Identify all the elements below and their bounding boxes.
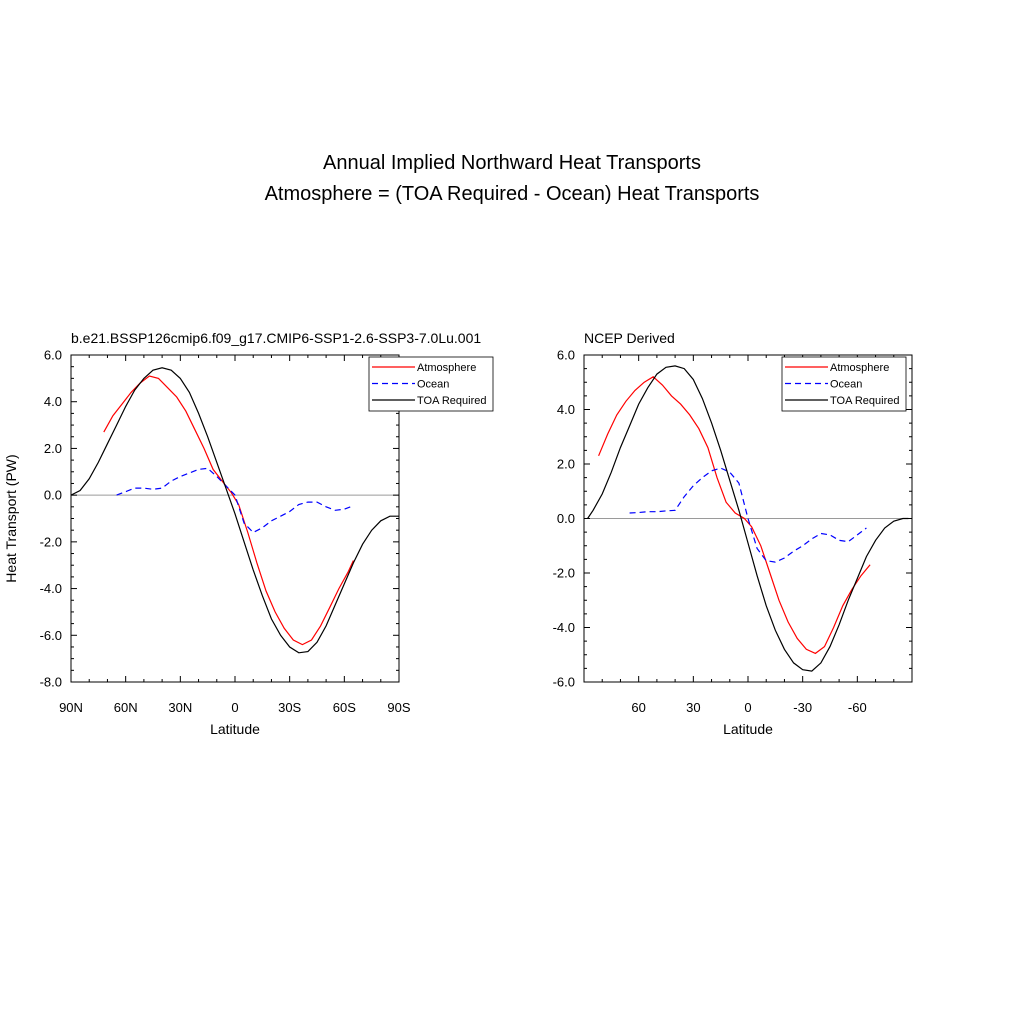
toa-required-series-line (587, 365, 909, 672)
x-tick-label: 30 (686, 700, 700, 715)
y-tick-label: -6.0 (553, 675, 575, 690)
chart-title: b.e21.BSSP126cmip6.f09_g17.CMIP6-SSP1-2.… (71, 330, 481, 346)
legend-label-ocean: Ocean (830, 379, 862, 391)
y-tick-label: 2.0 (44, 441, 62, 456)
ocean-series-line (116, 467, 354, 534)
chart-title: NCEP Derived (584, 330, 675, 346)
x-axis-label: Latitude (210, 721, 260, 737)
figure-title-line2: Atmosphere = (TOA Required - Ocean) Heat… (265, 183, 760, 205)
y-tick-label: -4.0 (40, 581, 62, 596)
left-heat-transport-chart: b.e21.BSSP126cmip6.f09_g17.CMIP6-SSP1-2.… (3, 330, 494, 737)
legend-label-toa-required: TOA Required (417, 395, 487, 407)
plot-frame (70, 354, 400, 683)
legend-label-atmosphere: Atmosphere (417, 362, 476, 374)
x-axis-label: Latitude (723, 721, 773, 737)
y-tick-label: -4.0 (553, 620, 575, 635)
legend-label-toa-required: TOA Required (830, 395, 900, 407)
y-tick-label: 2.0 (557, 457, 575, 472)
legend-label-ocean: Ocean (417, 379, 449, 391)
x-tick-label: 30S (278, 700, 301, 715)
atmosphere-series-line (103, 375, 354, 646)
y-tick-label: 4.0 (557, 402, 575, 417)
legend: Atmosphere Ocean TOA Required (368, 356, 494, 412)
y-tick-label: 0.0 (44, 488, 62, 503)
legend-box (368, 356, 494, 412)
x-tick-label: -60 (848, 700, 867, 715)
toa-required-series-line (70, 367, 399, 654)
legend: Atmosphere Ocean TOA Required (781, 356, 907, 412)
x-tick-label: 60 (631, 700, 645, 715)
legend-box (781, 356, 907, 412)
y-tick-label: -2.0 (553, 566, 575, 581)
y-tick-label: 6.0 (557, 348, 575, 363)
x-tick-label: 60S (333, 700, 356, 715)
x-tick-label: 90S (387, 700, 410, 715)
x-tick-label: 0 (744, 700, 751, 715)
x-tick-label: 60N (114, 700, 138, 715)
x-tick-label: 90N (59, 700, 83, 715)
legend-label-atmosphere: Atmosphere (830, 362, 889, 374)
y-tick-label: -6.0 (40, 628, 62, 643)
y-tick-label: 4.0 (44, 394, 62, 409)
y-tick-label: 6.0 (44, 348, 62, 363)
x-tick-label: 30N (168, 700, 192, 715)
figure-title-line1: Annual Implied Northward Heat Transports (323, 152, 701, 174)
y-tick-label: -2.0 (40, 534, 62, 549)
y-tick-label: 0.0 (557, 511, 575, 526)
atmosphere-series-line (598, 376, 871, 655)
ocean-series-line (629, 467, 867, 563)
x-tick-label: 0 (231, 700, 238, 715)
right-ncep-derived-chart: NCEP Derived -6.0 -4.0 -2.0 0.0 2.0 4.0 6.0 60 30… (553, 330, 913, 737)
y-axis-label: Heat Transport (PW) (3, 454, 19, 582)
x-tick-label: -30 (793, 700, 812, 715)
y-tick-label: -8.0 (40, 675, 62, 690)
